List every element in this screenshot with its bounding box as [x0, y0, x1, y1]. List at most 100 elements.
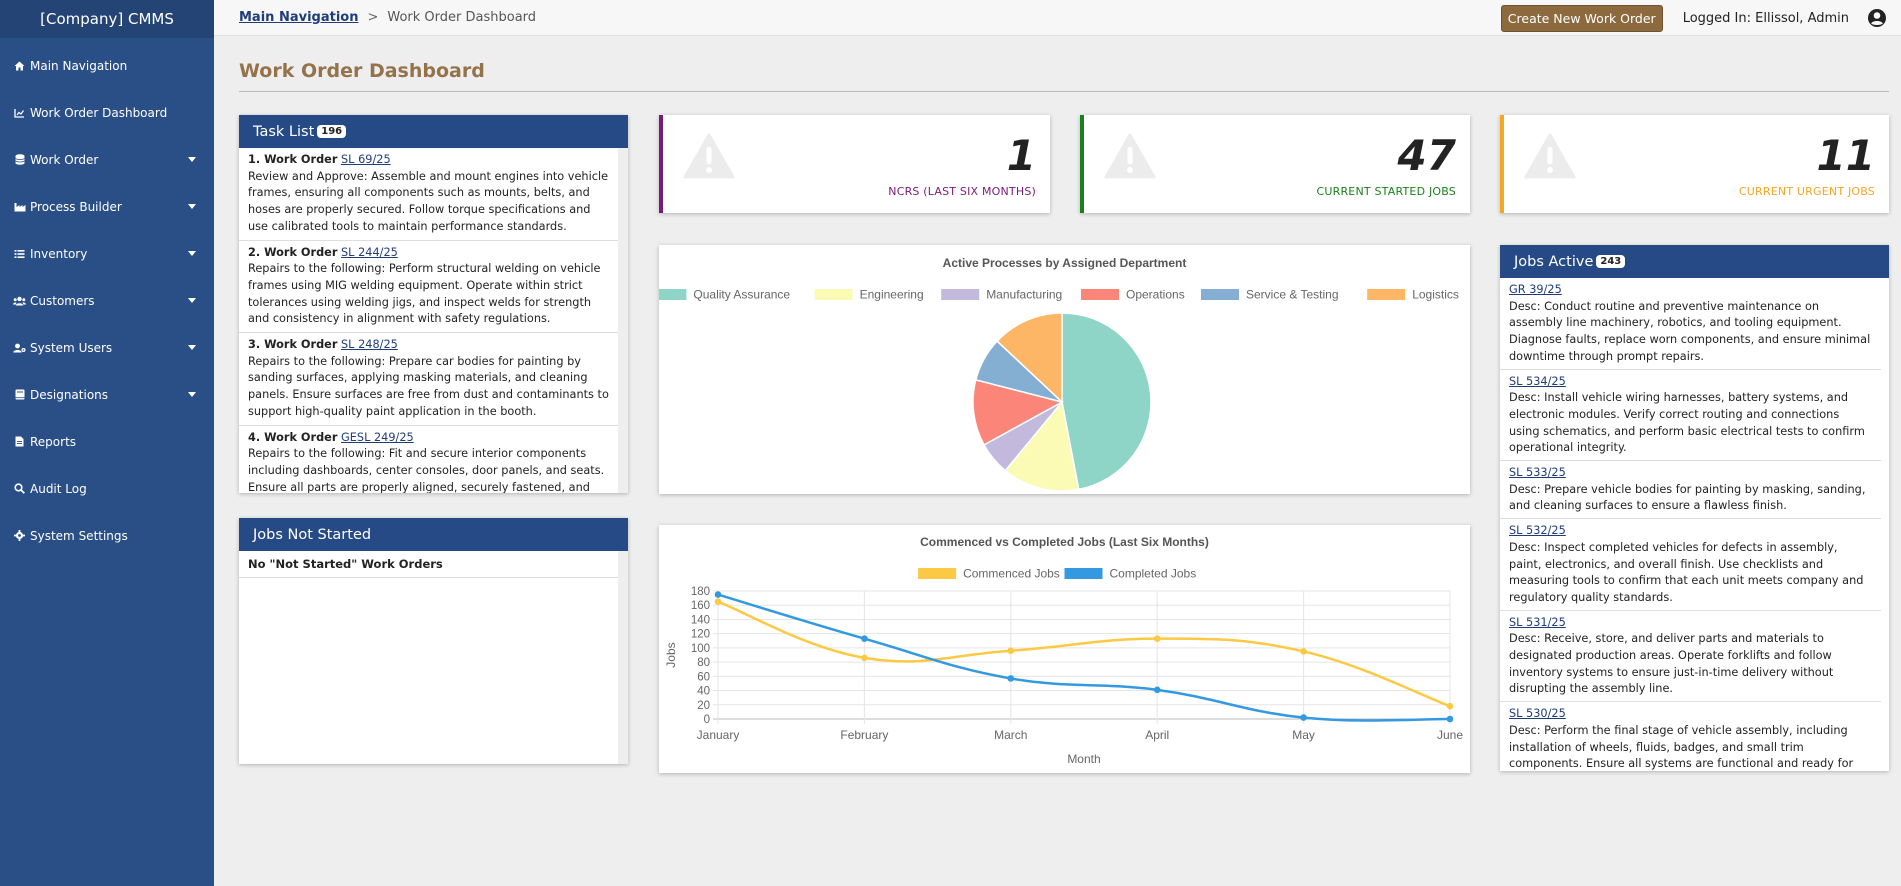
stat-value: 11 [1816, 131, 1875, 180]
line-legend: Commenced Jobs Completed Jobs [918, 567, 1196, 581]
sidebar-item-label: Designations [30, 387, 109, 402]
y-tick-label: 80 [697, 657, 710, 669]
sidebar-item-work-order[interactable]: Work Order [0, 136, 214, 183]
job-link[interactable]: GR 39/25 [1509, 283, 1562, 296]
legend-label: Commenced Jobs [963, 567, 1060, 581]
pie-slice[interactable] [1004, 400, 1080, 492]
task-list-panel: Task List 196 1. Work Order SL 69/25 Revi… [239, 115, 628, 493]
series-line [717, 600, 1451, 708]
series-line [717, 593, 1451, 722]
job-description: Desc: Perform the final stage of vehicle… [1509, 723, 1854, 771]
jobs-active-item: SL 534/25 Desc: Install vehicle wiring ha… [1500, 370, 1881, 462]
legend-item[interactable]: Manufacturing [941, 288, 1062, 302]
sidebar-item-label: Main Navigation [30, 58, 128, 73]
warning-icon [1524, 133, 1576, 179]
y-tick-label: 0 [704, 714, 710, 726]
chevron-down-icon [188, 392, 196, 397]
work-order-link[interactable]: SL 248/25 [341, 338, 398, 352]
task-list-item: 1. Work Order SL 69/25 Review and Approve… [239, 148, 618, 241]
search-icon [13, 483, 26, 495]
jobs-active-item: SL 531/25 Desc: Receive, store, and deliv… [1500, 611, 1881, 703]
stat-value: 1 [1006, 131, 1036, 180]
top-bar: Main Navigation > Work Order Dashboard C… [214, 0, 1901, 36]
data-point[interactable] [861, 654, 868, 662]
file-icon [13, 436, 26, 448]
task-list-item: 2. Work Order SL 244/25 Repairs to the fo… [239, 241, 618, 334]
legend-item[interactable]: Engineering [814, 288, 924, 302]
data-point[interactable] [1300, 648, 1307, 655]
data-point[interactable] [1153, 686, 1161, 694]
legend-label: Engineering [860, 288, 924, 302]
breadcrumb-root-link[interactable]: Main Navigation [239, 10, 359, 25]
work-order-description: Repairs to the following: Fit and secure… [248, 447, 605, 493]
stat-card-urgent-jobs[interactable]: 11 CURRENT URGENT JOBS [1500, 115, 1889, 213]
users-icon [13, 295, 26, 307]
stat-card-started-jobs[interactable]: 47 CURRENT STARTED JOBS [1080, 115, 1470, 213]
data-point[interactable] [1007, 675, 1015, 682]
data-point[interactable] [1300, 714, 1307, 721]
pie-chart-title: Active Processes by Assigned Department [942, 256, 1187, 270]
job-link[interactable]: SL 531/25 [1509, 615, 1566, 629]
sidebar-item-main-navigation[interactable]: Main Navigation [0, 42, 214, 89]
sidebar-item-designations[interactable]: Designations [0, 371, 214, 418]
work-order-description: Review and Approve: Assemble and mount e… [248, 169, 609, 233]
data-point[interactable] [714, 598, 722, 605]
job-link[interactable]: SL 530/25 [1509, 707, 1566, 721]
sidebar-item-system-users[interactable]: System Users [0, 324, 214, 371]
jobs-not-started-scrollbar[interactable] [618, 551, 628, 764]
sidebar-item-inventory[interactable]: Inventory [0, 230, 214, 277]
sidebar: [Company] CMMS Main Navigation Work Order… [0, 0, 214, 886]
pie-slice[interactable] [996, 312, 1063, 404]
work-order-link[interactable]: SL 244/25 [341, 245, 398, 259]
jobs-not-started-header: Jobs Not Started [239, 518, 628, 551]
y-tick-label: 140 [691, 614, 710, 626]
legend-item[interactable]: Service & Testing [1201, 288, 1339, 302]
data-point[interactable] [714, 591, 722, 598]
job-description: Desc: Prepare vehicle bodies for paintin… [1509, 482, 1866, 513]
book-icon [13, 389, 26, 401]
task-list-scrollbar[interactable] [618, 148, 628, 493]
data-point[interactable] [1446, 715, 1454, 723]
pie-slice[interactable] [1061, 312, 1152, 491]
job-link[interactable]: SL 534/25 [1509, 374, 1566, 388]
sidebar-item-label: System Settings [30, 528, 128, 543]
sidebar-item-process-builder[interactable]: Process Builder [0, 183, 214, 230]
sidebar-item-customers[interactable]: Customers [0, 277, 214, 324]
legend-label: Service & Testing [1246, 288, 1339, 302]
data-point[interactable] [861, 635, 868, 642]
legend-swatch [659, 289, 687, 300]
y-tick-label: 100 [691, 643, 710, 655]
stat-card-ncrs[interactable]: 1 NCRS (LAST SIX MONTHS) [659, 115, 1050, 213]
sidebar-item-label: Work Order Dashboard [30, 105, 168, 120]
data-point[interactable] [1153, 635, 1161, 642]
sidebar-item-label: Reports [30, 434, 77, 449]
chevron-down-icon [188, 204, 196, 209]
work-order-description: Repairs to the following: Prepare car bo… [248, 354, 609, 418]
pie-slice[interactable] [972, 378, 1065, 446]
data-point[interactable] [1446, 702, 1454, 710]
data-point[interactable] [1007, 647, 1015, 655]
app-brand[interactable]: [Company] CMMS [0, 0, 214, 38]
user-circle-icon[interactable] [1867, 8, 1887, 28]
legend-item[interactable]: Completed Jobs [1064, 567, 1197, 581]
sidebar-item-audit-log[interactable]: Audit Log [0, 465, 214, 512]
sidebar-item-reports[interactable]: Reports [0, 418, 214, 465]
work-order-link[interactable]: SL 69/25 [341, 153, 391, 166]
y-axis-label: Jobs [664, 642, 678, 667]
legend-item[interactable]: Logistics [1367, 288, 1459, 302]
job-link[interactable]: SL 533/25 [1509, 466, 1566, 480]
legend-item[interactable]: Operations [1081, 288, 1185, 302]
sidebar-item-system-settings[interactable]: System Settings [0, 512, 214, 559]
x-tick-label: January [697, 728, 740, 742]
legend-item[interactable]: Commenced Jobs [918, 567, 1060, 581]
job-link[interactable]: SL 532/25 [1509, 524, 1566, 538]
task-list-header: Task List 196 [239, 115, 628, 148]
legend-item[interactable]: Quality Assurance [659, 288, 790, 302]
chevron-down-icon [188, 157, 196, 162]
work-order-link[interactable]: GESL 249/25 [341, 430, 414, 444]
create-work-order-button[interactable]: Create New Work Order [1500, 4, 1663, 32]
sidebar-item-work-order-dashboard[interactable]: Work Order Dashboard [0, 89, 214, 136]
chevron-down-icon [188, 345, 196, 350]
legend-label: Manufacturing [986, 288, 1062, 302]
x-tick-label: February [840, 728, 888, 742]
